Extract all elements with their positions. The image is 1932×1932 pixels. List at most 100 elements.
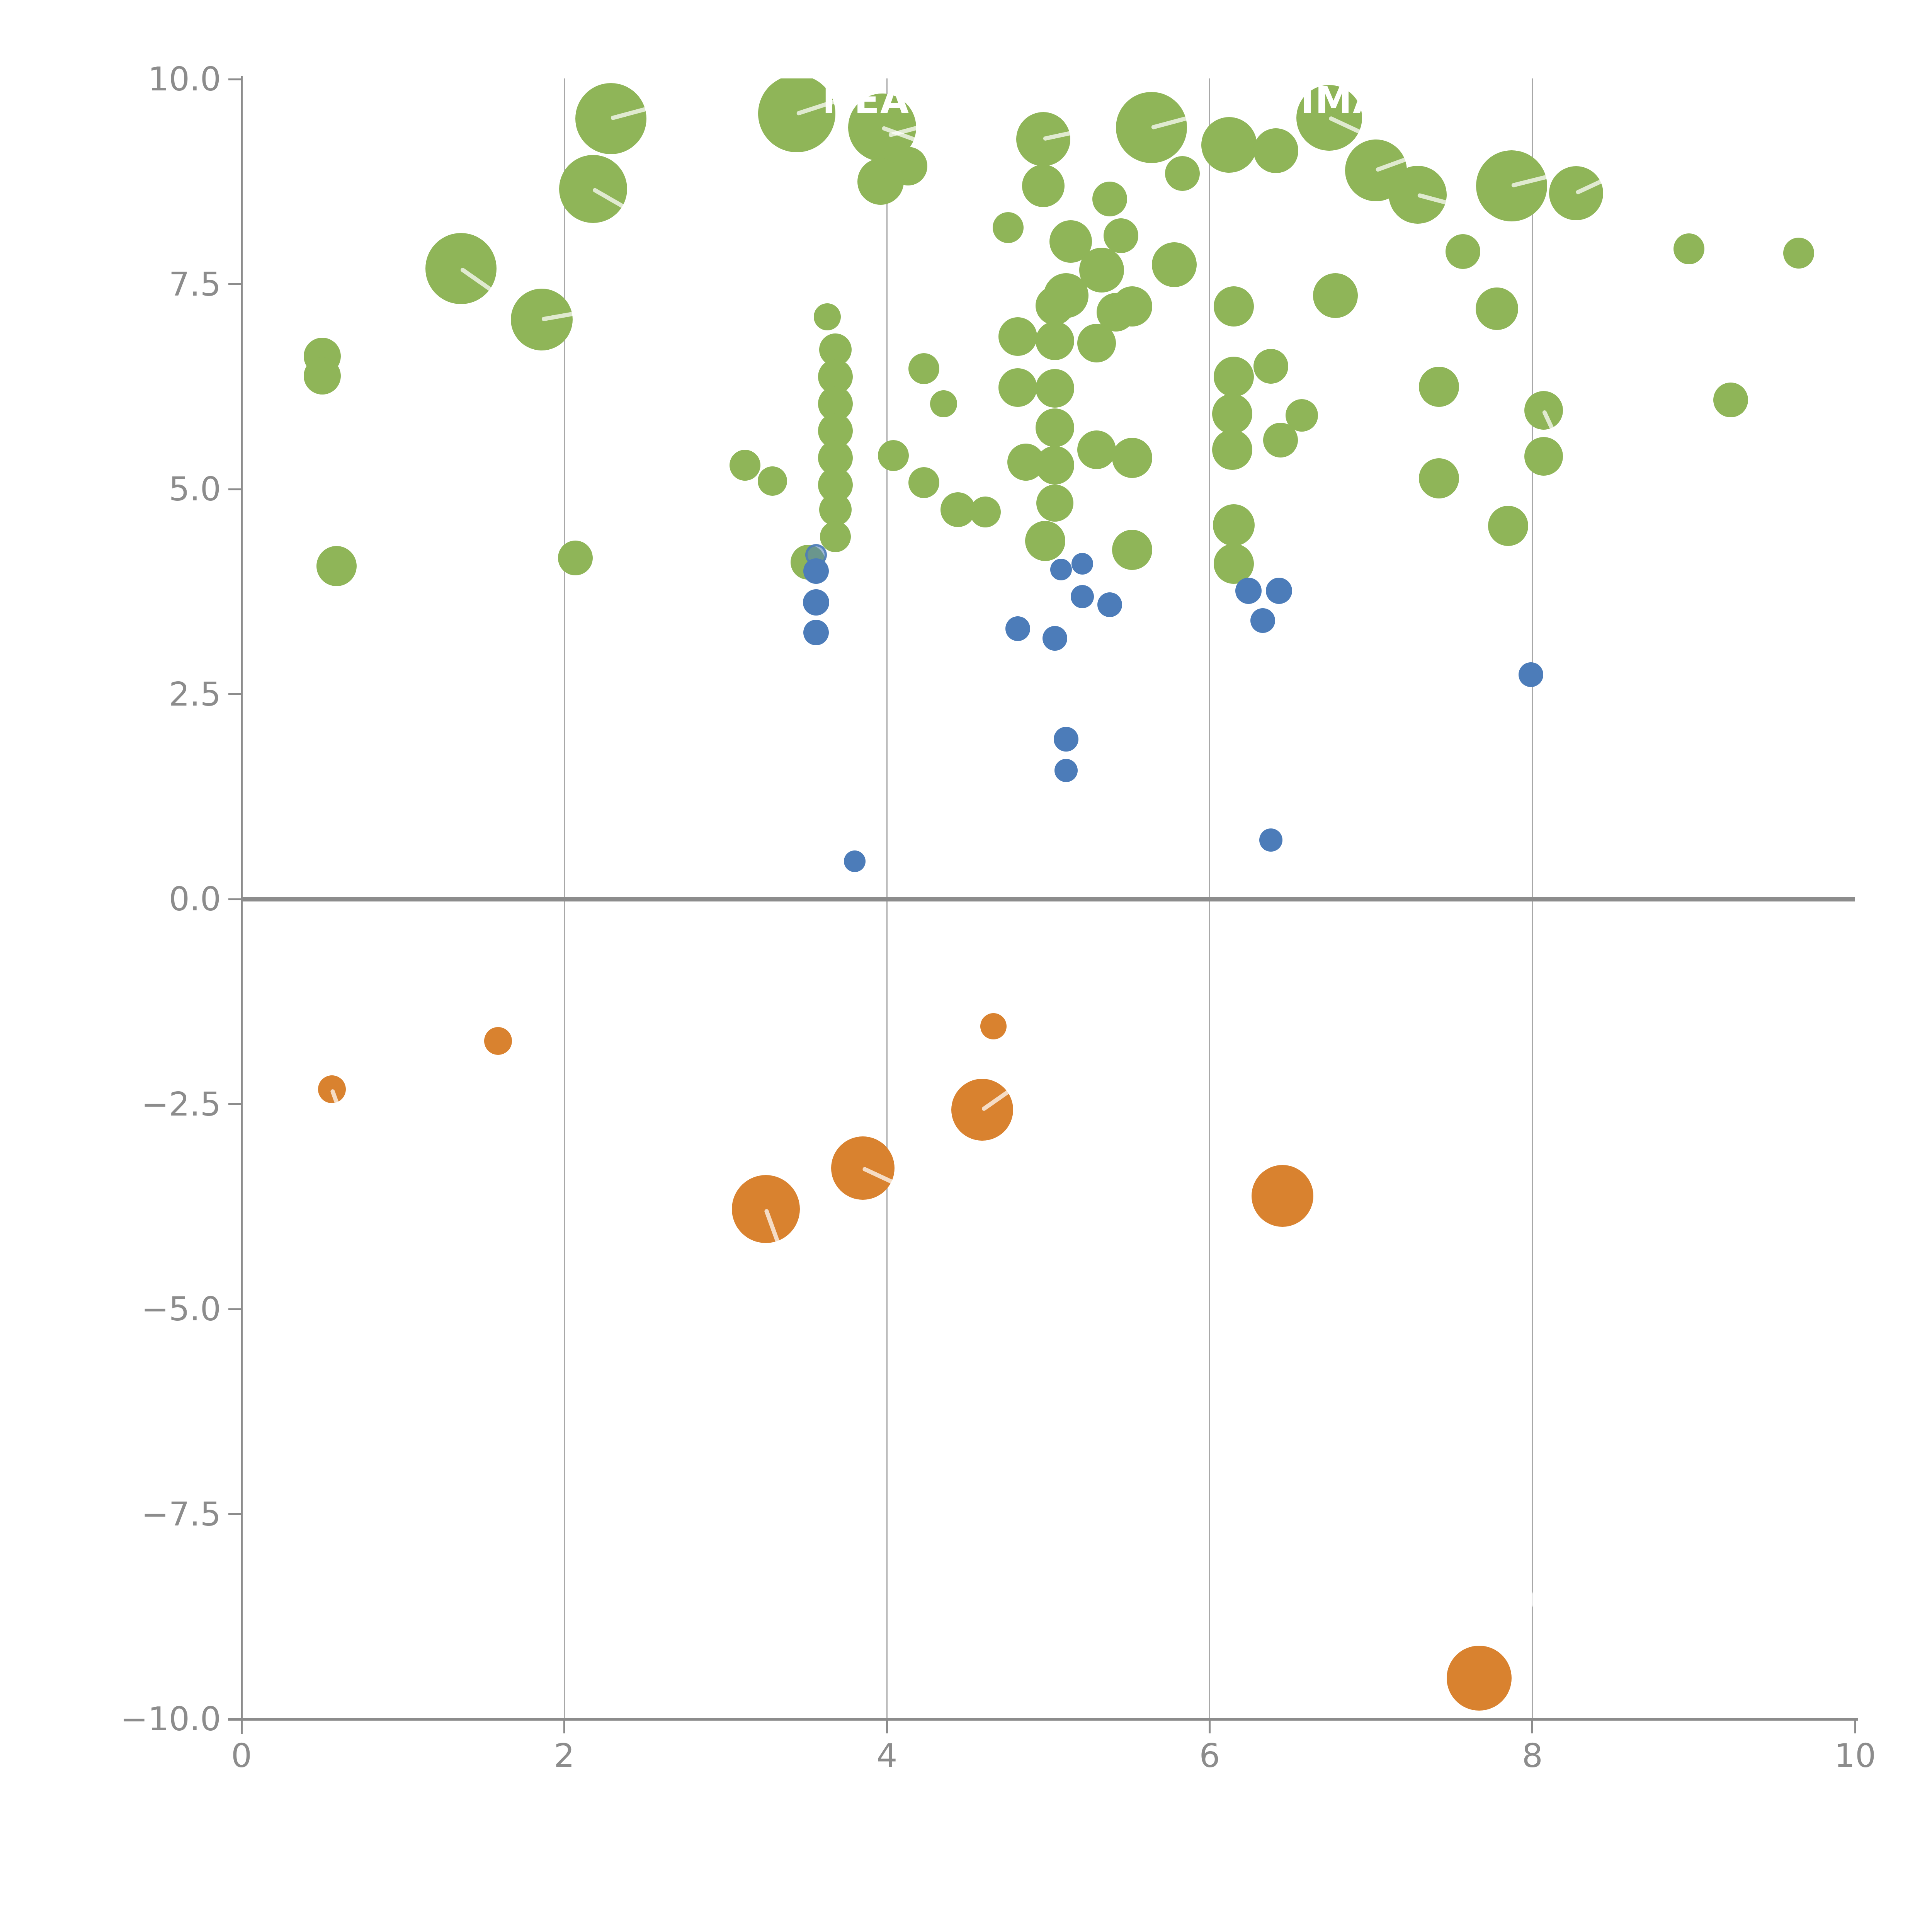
- bubble-green[interactable]: [1035, 446, 1074, 485]
- y-tick: [228, 693, 242, 695]
- bubble-blue[interactable]: [1518, 662, 1543, 687]
- bubble-green[interactable]: [908, 353, 940, 384]
- bubble-green[interactable]: [930, 390, 957, 418]
- bubble-green[interactable]: [1214, 357, 1254, 397]
- bubble-blue[interactable]: [803, 620, 829, 646]
- bubble-green[interactable]: [1103, 218, 1138, 253]
- y-tick: [228, 488, 242, 490]
- bubble-blue-ring[interactable]: [805, 544, 827, 566]
- bubble-orange[interactable]: [1446, 1645, 1512, 1711]
- bubble-green[interactable]: [1035, 321, 1074, 360]
- y-tick: [228, 898, 242, 900]
- bubble-green[interactable]: [857, 158, 904, 205]
- x-tick: [563, 1719, 565, 1733]
- bubble-green[interactable]: [1488, 506, 1529, 546]
- bubble-green[interactable]: [1092, 181, 1127, 216]
- bubble-green[interactable]: [820, 521, 851, 553]
- bubble-green[interactable]: [1165, 156, 1200, 191]
- y-axis-spine: [241, 76, 243, 1734]
- bubble-green[interactable]: [1112, 438, 1153, 478]
- bubble-blue[interactable]: [1097, 592, 1122, 617]
- bubble-green[interactable]: [992, 212, 1024, 243]
- bubble-green[interactable]: [1418, 458, 1459, 499]
- y-tick: [228, 1103, 242, 1105]
- bubble-green[interactable]: [1212, 430, 1253, 470]
- bubble-green[interactable]: [998, 368, 1037, 407]
- bubble-green[interactable]: [1077, 430, 1116, 469]
- bubble-green[interactable]: [1313, 273, 1358, 318]
- bubble-green[interactable]: [1418, 366, 1459, 407]
- bubble-blue[interactable]: [1050, 558, 1072, 580]
- x-tick: [886, 1719, 888, 1733]
- x-tick: [1531, 1719, 1534, 1733]
- bubble-green[interactable]: [1214, 286, 1254, 327]
- bubble-blue[interactable]: [1259, 828, 1283, 852]
- bubble-green[interactable]: [1213, 504, 1255, 546]
- bubble-orange[interactable]: [1251, 1165, 1313, 1227]
- watermark-text: I: [719, 79, 734, 122]
- bubble-blue[interactable]: [803, 589, 829, 616]
- bubble-blue[interactable]: [1235, 578, 1262, 604]
- bubble-green[interactable]: [1475, 287, 1518, 330]
- bubble-green[interactable]: [940, 492, 976, 527]
- bubble-blue[interactable]: [1042, 626, 1067, 651]
- bubble-green[interactable]: [819, 493, 852, 526]
- y-tick: [228, 1718, 242, 1720]
- bubble-green[interactable]: [1713, 382, 1748, 417]
- bubble-green[interactable]: [998, 317, 1037, 356]
- bubble-blue[interactable]: [844, 850, 866, 872]
- bubble-green[interactable]: [1022, 164, 1065, 207]
- bubble-green[interactable]: [1212, 393, 1253, 434]
- bubble-green[interactable]: [1151, 242, 1197, 287]
- bubble-green[interactable]: [1214, 544, 1254, 584]
- bubble-green[interactable]: [1446, 234, 1481, 269]
- bubble-blue[interactable]: [1053, 727, 1078, 752]
- bubble-green[interactable]: [757, 466, 787, 496]
- bubble-green[interactable]: [558, 541, 593, 576]
- y-tick-label: 2.5: [168, 675, 221, 714]
- bubble-green[interactable]: [1673, 233, 1704, 265]
- bubble-blue[interactable]: [1005, 616, 1030, 641]
- bubble-green[interactable]: [316, 546, 357, 587]
- bubble-green[interactable]: [1112, 286, 1153, 327]
- x-tick-label: 4: [876, 1737, 898, 1775]
- bubble-orange[interactable]: [980, 1013, 1007, 1039]
- bubble-green[interactable]: [1035, 286, 1074, 325]
- bubble-green[interactable]: [1783, 237, 1814, 269]
- x-axis-line: [228, 1718, 1858, 1721]
- bubble-green[interactable]: [729, 450, 760, 481]
- bubble-green[interactable]: [758, 78, 835, 153]
- bubble-green[interactable]: [1253, 128, 1298, 173]
- bubble-orange[interactable]: [484, 1027, 512, 1055]
- bubble-blue[interactable]: [1071, 553, 1093, 575]
- bubble-green[interactable]: [813, 303, 841, 331]
- bubble-green[interactable]: [1025, 520, 1065, 561]
- bubble-green[interactable]: [1077, 324, 1116, 363]
- watermark-text: NEAR: [822, 79, 939, 122]
- bubble-green[interactable]: [970, 497, 1001, 528]
- y-tick: [228, 1308, 242, 1310]
- x-tick: [1209, 1719, 1211, 1733]
- x-tick-label: 0: [231, 1737, 252, 1775]
- bubble-green[interactable]: [1035, 369, 1074, 408]
- bubble-green[interactable]: [908, 467, 940, 498]
- watermark-text: MINIMA: [1216, 79, 1383, 122]
- bubble-green[interactable]: [1112, 530, 1153, 570]
- bubble-blue[interactable]: [1266, 578, 1293, 604]
- bubble-green[interactable]: [303, 357, 341, 395]
- bubble-green[interactable]: [878, 440, 909, 471]
- y-tick: [228, 78, 242, 80]
- y-tick: [228, 1513, 242, 1515]
- bubble-green[interactable]: [1253, 349, 1289, 384]
- bubble-green[interactable]: [1035, 408, 1074, 447]
- bubble-blue[interactable]: [1070, 585, 1094, 608]
- bubble-green[interactable]: [1285, 399, 1318, 432]
- bubble-blue[interactable]: [1250, 608, 1276, 633]
- bubble-green[interactable]: [1201, 117, 1257, 173]
- bubble-blue[interactable]: [1054, 759, 1078, 782]
- bubble-green[interactable]: [1036, 485, 1073, 522]
- bubble-green[interactable]: [1524, 437, 1563, 476]
- bubble-green[interactable]: [1079, 248, 1124, 293]
- plot-area: [0, 78, 1932, 1719]
